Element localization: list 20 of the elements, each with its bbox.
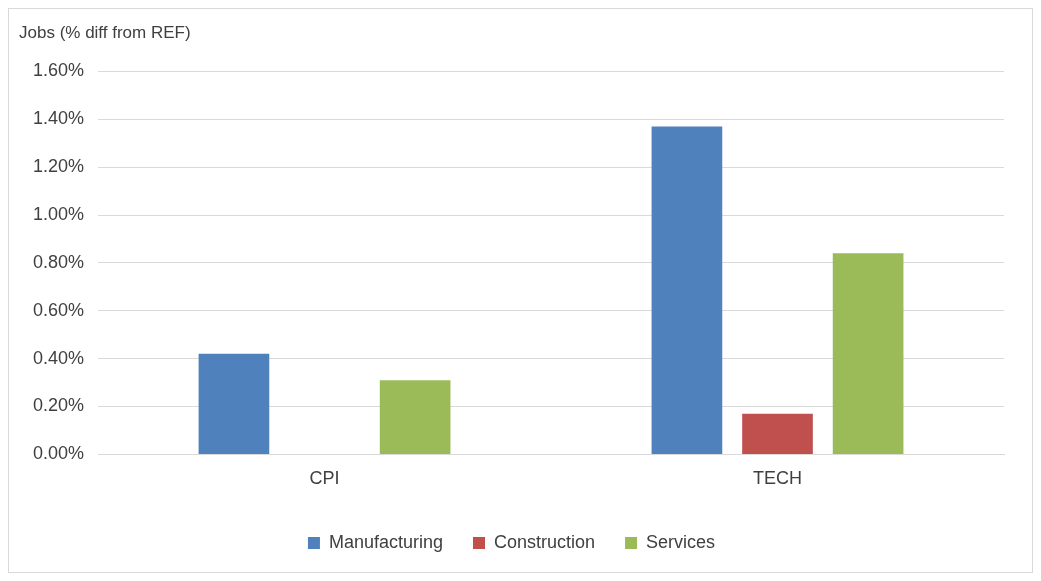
legend-label: Services [646, 531, 716, 552]
y-tick-label: 0.20% [32, 395, 85, 416]
y-tick-label: 0.80% [32, 251, 85, 272]
bar [832, 253, 904, 454]
legend-label: Manufacturing [328, 531, 444, 552]
bar [651, 126, 723, 454]
bar [198, 353, 270, 454]
y-tick-label: 1.60% [32, 60, 85, 81]
bar [379, 380, 451, 454]
y-tick-label: 1.20% [32, 156, 85, 177]
y-axis-title: Jobs (% diff from REF) [19, 22, 191, 42]
x-tick-label: TECH [753, 468, 803, 489]
x-tick-label: CPI [309, 468, 340, 489]
legend-label: Construction [494, 531, 596, 552]
y-tick-label: 1.40% [32, 108, 85, 129]
y-tick-label: 0.60% [32, 299, 85, 320]
y-tick-label: 0.00% [32, 443, 85, 464]
y-tick-label: 0.40% [32, 347, 85, 368]
bar [742, 413, 813, 454]
y-tick-label: 1.00% [32, 203, 85, 224]
